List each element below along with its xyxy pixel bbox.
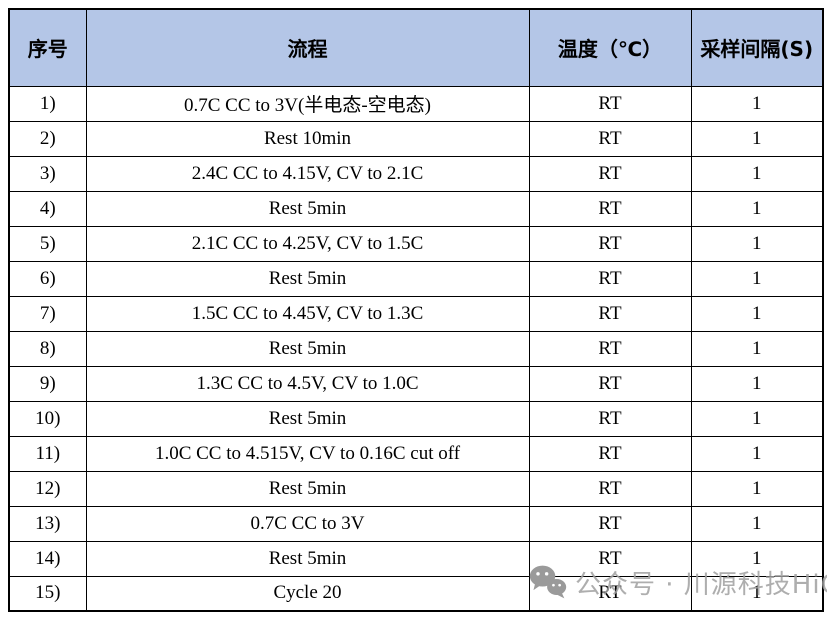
cell-step-number: 8) [8, 330, 87, 367]
cell-temperature: RT [528, 435, 692, 472]
cell-step-number: 13) [8, 505, 87, 542]
cell-step-number: 3) [8, 155, 87, 192]
cell-sample-interval: 1 [690, 120, 824, 157]
cell-process: Rest 5min [85, 330, 530, 367]
cell-step-number: 9) [8, 365, 87, 402]
table-row: 3) 2.4C CC to 4.15V, CV to 2.1C RT 1 [8, 155, 824, 192]
cell-process: Rest 5min [85, 260, 530, 297]
cell-step-number: 4) [8, 190, 87, 227]
cell-sample-interval: 1 [690, 365, 824, 402]
cell-step-number: 5) [8, 225, 87, 262]
table-header: 序号 流程 温度（℃） 采样间隔(S) [8, 8, 824, 87]
table-row: 7) 1.5C CC to 4.45V, CV to 1.3C RT 1 [8, 295, 824, 332]
table-row: 11) 1.0C CC to 4.515V, CV to 0.16C cut o… [8, 435, 824, 472]
table-row: 15) Cycle 20 RT 1 [8, 575, 824, 612]
table-row: 14) Rest 5min RT 1 [8, 540, 824, 577]
cell-process: Rest 5min [85, 540, 530, 577]
header-cell-interval: 采样间隔(S) [690, 8, 824, 87]
cell-temperature: RT [528, 295, 692, 332]
cell-temperature: RT [528, 540, 692, 577]
header-cell-temp: 温度（℃） [528, 8, 692, 87]
cell-sample-interval: 1 [690, 505, 824, 542]
cell-step-number: 12) [8, 470, 87, 507]
cell-sample-interval: 1 [690, 260, 824, 297]
cell-step-number: 7) [8, 295, 87, 332]
cell-temperature: RT [528, 120, 692, 157]
cell-step-number: 1) [8, 85, 87, 122]
cell-sample-interval: 1 [690, 225, 824, 262]
cell-sample-interval: 1 [690, 330, 824, 367]
cell-temperature: RT [528, 85, 692, 122]
cell-temperature: RT [528, 365, 692, 402]
cell-process: 1.0C CC to 4.515V, CV to 0.16C cut off [85, 435, 530, 472]
cell-process: Cycle 20 [85, 575, 530, 612]
cell-temperature: RT [528, 225, 692, 262]
cell-process: Rest 5min [85, 190, 530, 227]
cell-process: 2.1C CC to 4.25V, CV to 1.5C [85, 225, 530, 262]
cell-temperature: RT [528, 575, 692, 612]
cell-step-number: 2) [8, 120, 87, 157]
cell-sample-interval: 1 [690, 155, 824, 192]
cell-temperature: RT [528, 155, 692, 192]
cell-sample-interval: 1 [690, 435, 824, 472]
battery-test-procedure-table: 序号 流程 温度（℃） 采样间隔(S) 1) 0.7C CC to 3V(半电态… [8, 8, 824, 612]
cell-sample-interval: 1 [690, 190, 824, 227]
cell-sample-interval: 1 [690, 470, 824, 507]
cell-temperature: RT [528, 400, 692, 437]
table-row: 5) 2.1C CC to 4.25V, CV to 1.5C RT 1 [8, 225, 824, 262]
table-row: 2) Rest 10min RT 1 [8, 120, 824, 157]
table-row: 10) Rest 5min RT 1 [8, 400, 824, 437]
cell-sample-interval: 1 [690, 85, 824, 122]
table-row: 9) 1.3C CC to 4.5V, CV to 1.0C RT 1 [8, 365, 824, 402]
cell-step-number: 15) [8, 575, 87, 612]
cell-process: 1.3C CC to 4.5V, CV to 1.0C [85, 365, 530, 402]
cell-process: Rest 5min [85, 400, 530, 437]
cell-step-number: 14) [8, 540, 87, 577]
table-row: 6) Rest 5min RT 1 [8, 260, 824, 297]
table-row: 13) 0.7C CC to 3V RT 1 [8, 505, 824, 542]
cell-step-number: 10) [8, 400, 87, 437]
table-row: 8) Rest 5min RT 1 [8, 330, 824, 367]
cell-process: 0.7C CC to 3V [85, 505, 530, 542]
table-body: 1) 0.7C CC to 3V(半电态-空电态) RT 1 2) Rest 1… [8, 85, 824, 612]
cell-sample-interval: 1 [690, 400, 824, 437]
header-row: 序号 流程 温度（℃） 采样间隔(S) [8, 8, 824, 87]
cell-process: Rest 5min [85, 470, 530, 507]
cell-temperature: RT [528, 260, 692, 297]
cell-sample-interval: 1 [690, 540, 824, 577]
cell-sample-interval: 1 [690, 295, 824, 332]
table-row: 12) Rest 5min RT 1 [8, 470, 824, 507]
header-cell-process: 流程 [85, 8, 530, 87]
cell-temperature: RT [528, 330, 692, 367]
cell-process: 1.5C CC to 4.45V, CV to 1.3C [85, 295, 530, 332]
cell-temperature: RT [528, 505, 692, 542]
header-cell-no: 序号 [8, 8, 87, 87]
cell-sample-interval: 1 [690, 575, 824, 612]
cell-temperature: RT [528, 190, 692, 227]
table-row: 4) Rest 5min RT 1 [8, 190, 824, 227]
cell-temperature: RT [528, 470, 692, 507]
cell-step-number: 6) [8, 260, 87, 297]
table-row: 1) 0.7C CC to 3V(半电态-空电态) RT 1 [8, 85, 824, 122]
cell-step-number: 11) [8, 435, 87, 472]
cell-process: 0.7C CC to 3V(半电态-空电态) [85, 85, 530, 122]
cell-process: 2.4C CC to 4.15V, CV to 2.1C [85, 155, 530, 192]
cell-process: Rest 10min [85, 120, 530, 157]
